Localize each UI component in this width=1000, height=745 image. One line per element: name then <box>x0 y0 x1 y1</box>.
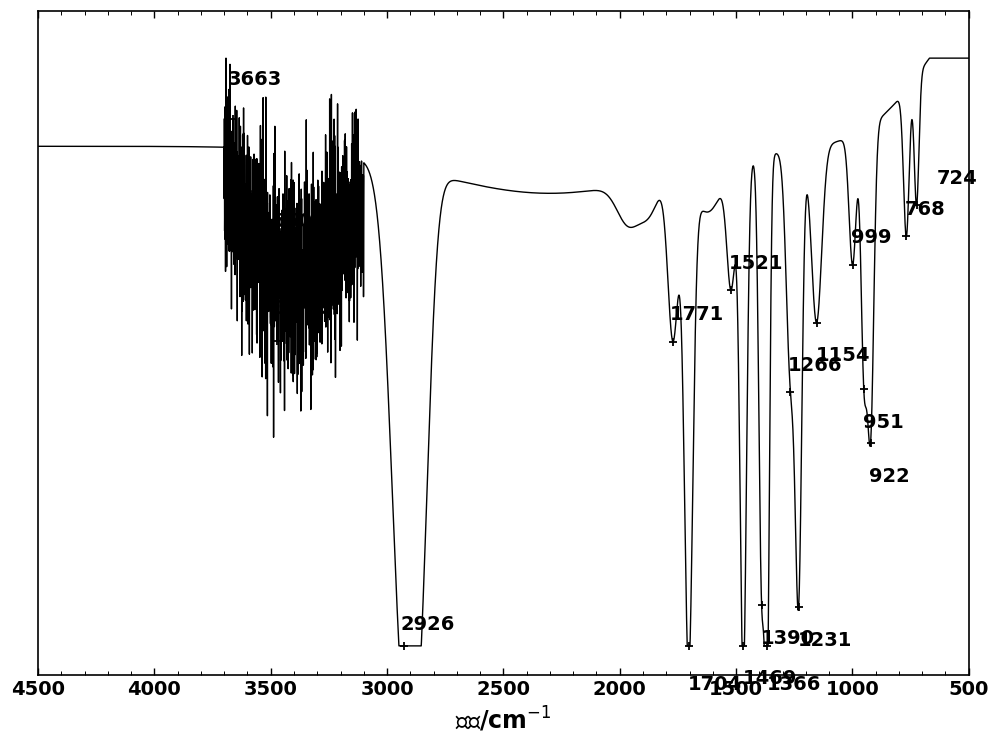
Text: 1266: 1266 <box>788 355 843 375</box>
Text: 1231: 1231 <box>797 630 852 650</box>
Text: 3473: 3473 <box>276 299 330 317</box>
Text: 1704: 1704 <box>687 675 742 694</box>
Text: 2926: 2926 <box>401 615 455 634</box>
Text: 1366: 1366 <box>767 675 821 694</box>
Text: 922: 922 <box>869 467 910 486</box>
Text: 1521: 1521 <box>729 254 783 273</box>
Text: 1469: 1469 <box>743 670 797 688</box>
Text: 999: 999 <box>851 229 892 247</box>
Text: 1154: 1154 <box>815 346 870 365</box>
Text: 3663: 3663 <box>228 71 282 89</box>
Text: 724: 724 <box>936 168 977 188</box>
Text: 768: 768 <box>905 200 946 219</box>
Text: 951: 951 <box>863 413 903 432</box>
Text: 1771: 1771 <box>670 305 724 324</box>
X-axis label: 波数/cm$^{-1}$: 波数/cm$^{-1}$ <box>455 705 552 734</box>
Text: 3650: 3650 <box>259 212 313 231</box>
Text: 1390: 1390 <box>761 629 815 648</box>
